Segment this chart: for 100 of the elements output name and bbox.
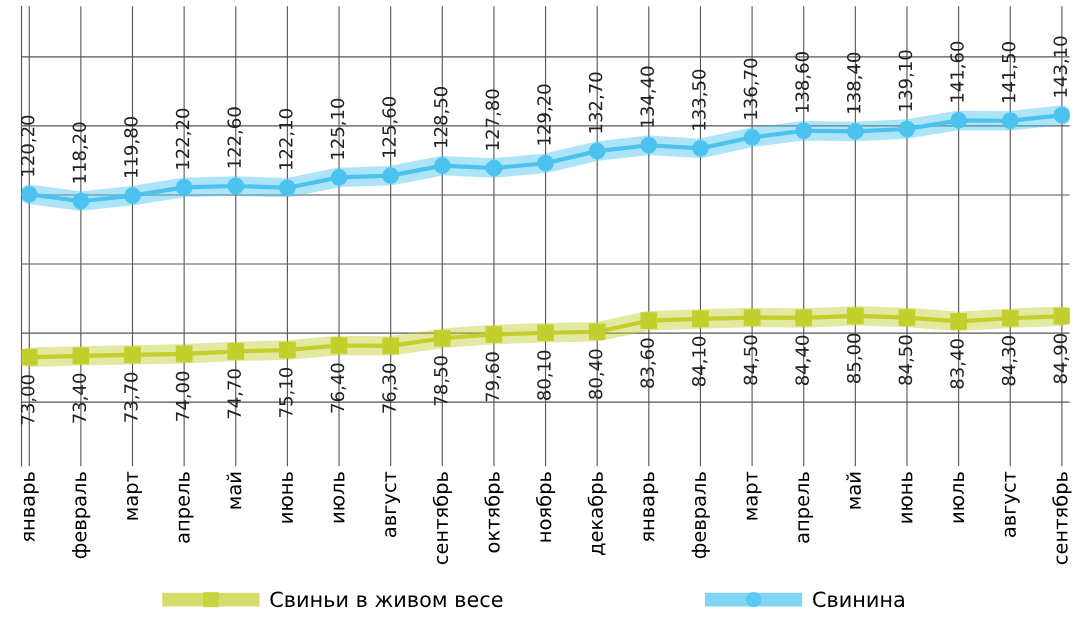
data-label: 83,40: [950, 339, 966, 389]
x-tick-label: февраль: [691, 472, 710, 559]
data-label: 74,70: [227, 369, 243, 419]
point: [1001, 309, 1019, 327]
legend-label: Свинина: [813, 591, 904, 608]
x-tick-label: март: [746, 471, 762, 520]
point: [588, 142, 606, 160]
point: [640, 136, 658, 154]
point: [795, 309, 813, 327]
point: [21, 185, 38, 203]
x-tick-label: апрель: [178, 472, 194, 543]
data-label: 139,10: [898, 50, 915, 111]
data-label: 125,10: [330, 98, 347, 159]
x-tick-label: январь: [643, 472, 659, 542]
data-label: 74,00: [175, 371, 192, 421]
data-label: 73,70: [124, 372, 140, 422]
point: [72, 347, 90, 365]
data-label: 85,00: [846, 333, 863, 383]
point: [1053, 106, 1070, 124]
point: [1001, 112, 1019, 130]
data-label: 80,40: [588, 349, 605, 399]
point: [537, 324, 554, 342]
point: [382, 167, 400, 184]
point: [124, 346, 141, 364]
point: [175, 345, 193, 363]
point: [227, 177, 245, 195]
point: [485, 159, 503, 177]
point: [743, 309, 761, 326]
point: [588, 323, 606, 341]
x-tick-label: август: [1004, 471, 1020, 538]
data-label: 122,20: [175, 108, 192, 169]
point: [795, 122, 813, 140]
data-label: 84,10: [692, 336, 708, 387]
data-label: 122,10: [278, 109, 295, 170]
data-label: 84,30: [1001, 336, 1018, 386]
point: [640, 312, 658, 330]
point: [124, 187, 141, 205]
x-tick-label: февраль: [72, 472, 91, 559]
data-label: 84,90: [1053, 334, 1069, 384]
x-tick-label: май: [846, 472, 861, 509]
point: [847, 307, 864, 325]
point: [692, 140, 709, 157]
data-label: 120,20: [20, 115, 37, 176]
data-label: 78,50: [433, 356, 450, 406]
x-tick-label: апрель: [798, 472, 814, 543]
data-label: 125,60: [382, 97, 398, 157]
point: [537, 154, 554, 172]
data-label: 128,50: [433, 86, 450, 147]
point: [21, 348, 38, 366]
x-tick-label: май: [226, 472, 242, 509]
x-tick-label: октябрь: [484, 472, 504, 553]
data-label: 75,10: [278, 367, 295, 417]
data-label: 132,70: [588, 72, 605, 133]
data-label: 76,40: [330, 363, 347, 413]
x-tick-label: июль: [333, 472, 345, 523]
data-label: 83,60: [640, 338, 656, 388]
point: [227, 343, 245, 360]
x-tick-label: июль: [953, 472, 965, 523]
point: [279, 341, 296, 359]
point: [72, 192, 90, 210]
data-label: 138,40: [846, 52, 863, 113]
x-tick-label: июнь: [901, 472, 913, 523]
point: [485, 326, 503, 343]
point: [692, 310, 709, 328]
data-label: 143,10: [1053, 36, 1069, 97]
x-tick-label: июнь: [281, 472, 294, 523]
data-label: 134,40: [640, 66, 656, 127]
point: [433, 329, 451, 347]
data-label: 119,80: [124, 117, 140, 178]
data-label: 141,50: [1001, 42, 1018, 103]
x-tick-label: сентябрь: [432, 472, 452, 565]
data-label: 73,00: [20, 375, 37, 425]
data-label: 73,40: [72, 373, 88, 423]
x-tick-label: сентябрь: [1052, 472, 1072, 565]
data-label: 133,50: [692, 69, 708, 130]
point: [950, 112, 967, 129]
data-label: 122,60: [227, 107, 243, 168]
point: [898, 309, 916, 326]
x-tick-label: март: [126, 471, 142, 520]
data-label: 136,70: [743, 58, 760, 119]
data-label: 80,10: [537, 350, 553, 400]
point: [847, 123, 864, 140]
point: [330, 337, 348, 354]
point: [898, 120, 916, 138]
data-label: 84,50: [743, 335, 760, 385]
point: [1053, 307, 1070, 325]
data-label: 84,50: [898, 335, 915, 385]
x-tick-label: январь: [23, 472, 39, 542]
data-label: 129,20: [537, 84, 553, 145]
x-tick-label: декабрь: [587, 472, 607, 555]
data-label: 141,60: [950, 41, 966, 102]
point: [382, 337, 400, 355]
data-label: 79,60: [485, 352, 502, 402]
point: [330, 169, 348, 186]
point: [175, 179, 193, 196]
point: [433, 157, 451, 174]
point: [279, 179, 296, 197]
data-label: 127,80: [485, 89, 502, 150]
point: [950, 313, 967, 330]
data-label: 138,60: [795, 52, 811, 113]
